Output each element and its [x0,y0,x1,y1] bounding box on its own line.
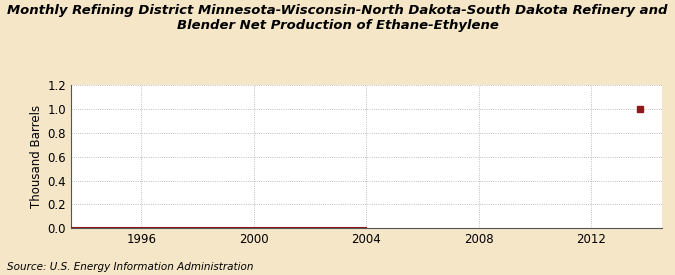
Text: Source: U.S. Energy Information Administration: Source: U.S. Energy Information Administ… [7,262,253,272]
Text: Monthly Refining District Minnesota-Wisconsin-North Dakota-South Dakota Refinery: Monthly Refining District Minnesota-Wisc… [7,4,668,32]
Y-axis label: Thousand Barrels: Thousand Barrels [30,105,43,208]
